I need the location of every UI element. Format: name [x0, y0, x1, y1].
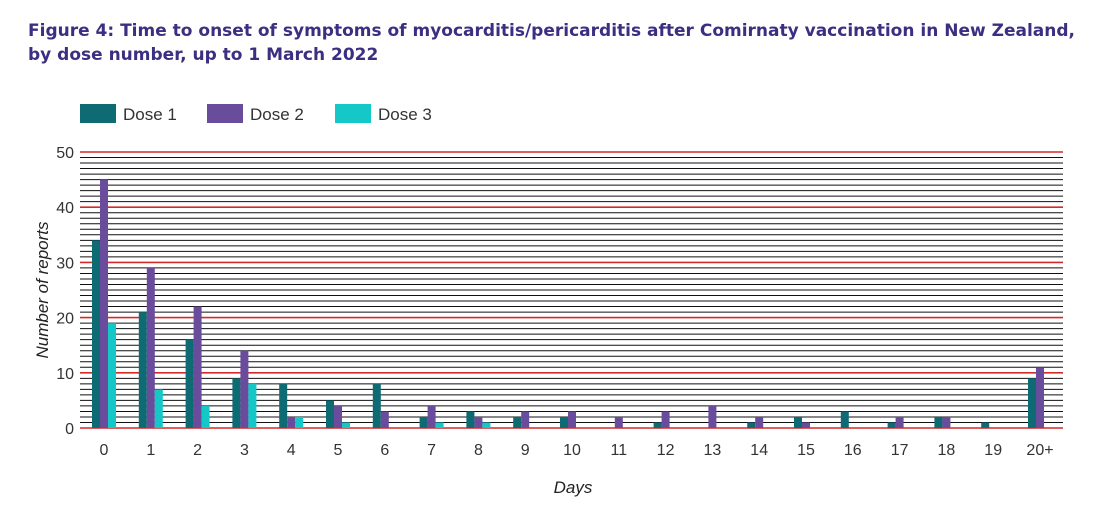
x-tick-label: 0 [100, 442, 109, 459]
x-tick-label: 13 [704, 442, 722, 459]
y-tick-label: 50 [56, 145, 74, 162]
bar [100, 179, 108, 428]
legend-swatch [207, 104, 243, 123]
y-tick-label: 10 [56, 366, 74, 383]
y-axis-title: Number of reports [33, 221, 52, 358]
bar [295, 416, 304, 428]
x-tick-label: 9 [521, 442, 530, 459]
y-tick-label: 40 [56, 200, 74, 217]
bar [193, 306, 202, 428]
x-axis-title: Days [554, 478, 593, 497]
bar [240, 350, 249, 428]
bar [326, 400, 334, 428]
gridlines [80, 151, 1063, 429]
bar [513, 416, 522, 428]
bar [895, 416, 904, 428]
legend-swatch [80, 104, 116, 123]
legend-label: Dose 1 [123, 105, 177, 124]
bar [1028, 378, 1036, 428]
bar [934, 416, 943, 428]
x-tick-label: 5 [334, 442, 343, 459]
bar [279, 383, 288, 428]
bar [232, 378, 241, 428]
x-tick-label: 3 [240, 442, 249, 459]
x-tick-label: 14 [750, 442, 768, 459]
y-tick-label: 30 [56, 255, 74, 272]
bar [661, 411, 670, 428]
bar [201, 405, 210, 428]
bar [466, 411, 475, 428]
bar [755, 416, 764, 428]
bar [1036, 367, 1044, 428]
x-tick-label: 7 [427, 442, 436, 459]
bar [380, 411, 389, 428]
bar [802, 422, 810, 428]
bar [435, 422, 444, 428]
bar [146, 267, 155, 428]
bar [981, 422, 990, 428]
bar [653, 422, 662, 428]
x-tick-label: 11 [610, 442, 627, 459]
bar [887, 422, 896, 428]
legend-swatch [335, 104, 371, 123]
bar [287, 416, 296, 428]
x-axis-ticks: 0 1 2 3 4 5 6 7 8 9 10 11 12 13 14 15 16 17 18 19 20+ [100, 442, 1054, 459]
x-tick-label: 10 [563, 442, 581, 459]
bar [521, 411, 530, 428]
bar [840, 411, 849, 428]
bar [747, 422, 756, 428]
bar [372, 383, 381, 428]
bar [154, 389, 163, 428]
bar [708, 405, 717, 428]
y-axis-ticks: 0 10 20 30 40 50 [56, 145, 74, 438]
x-tick-label: 18 [938, 442, 956, 459]
bar [342, 422, 350, 428]
legend: Dose 1 Dose 2 Dose 3 [80, 104, 432, 124]
y-tick-label: 0 [65, 421, 74, 438]
bar [560, 416, 568, 428]
x-tick-label: 20+ [1026, 442, 1053, 459]
x-tick-label: 12 [657, 442, 675, 459]
y-tick-label: 20 [56, 311, 74, 328]
bar [474, 416, 483, 428]
bar [942, 416, 951, 428]
x-tick-label: 19 [984, 442, 1002, 459]
x-tick-label: 6 [380, 442, 389, 459]
x-tick-label: 4 [287, 442, 296, 459]
bar [108, 323, 116, 428]
bar [614, 416, 623, 428]
x-tick-label: 15 [797, 442, 815, 459]
bar [427, 405, 436, 428]
bar [568, 411, 576, 428]
x-tick-label: 2 [193, 442, 202, 459]
bar [138, 312, 147, 428]
bar [92, 240, 100, 428]
x-tick-label: 17 [891, 442, 909, 459]
legend-label: Dose 2 [250, 105, 304, 124]
x-tick-label: 1 [146, 442, 155, 459]
chart-title: Figure 4: Time to onset of symptoms of m… [28, 21, 1075, 65]
legend-label: Dose 3 [378, 105, 432, 124]
bars [92, 179, 1044, 428]
bar [334, 405, 342, 428]
x-tick-label: 8 [474, 442, 483, 459]
bar [419, 416, 428, 428]
x-tick-label: 16 [844, 442, 862, 459]
bar [482, 422, 491, 428]
bar [248, 383, 257, 428]
bar [794, 416, 802, 428]
bar [185, 339, 194, 428]
